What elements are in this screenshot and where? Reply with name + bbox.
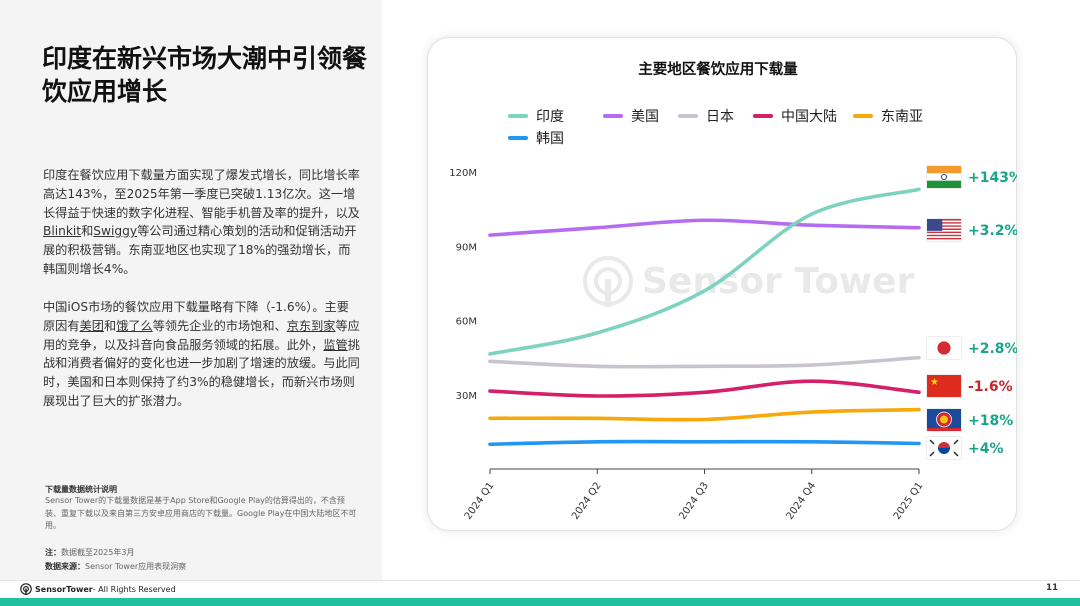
- underlined-term: 京东到家: [286, 318, 336, 333]
- underlined-term: 美团: [79, 318, 104, 333]
- legend-label: 日本: [706, 109, 734, 125]
- note-label: 注：: [45, 548, 61, 557]
- body-paragraph-1: 印度在餐饮应用下载量方面实现了爆发式增长，同比增长率高达143%，至2025年第…: [43, 166, 361, 279]
- underlined-term: Blinkit: [43, 224, 82, 239]
- note-date: 注：数据截至2025年3月: [45, 547, 134, 558]
- source-label: 数据来源：: [45, 562, 85, 571]
- svg-text:★: ★: [930, 377, 939, 388]
- page-title: 印度在新兴市场大潮中引领餐饮应用增长: [42, 44, 368, 106]
- note-value: 数据截至2025年3月: [61, 548, 135, 557]
- underlined-term: 监管: [323, 337, 348, 352]
- x-tick-label: 2024 Q4: [785, 480, 819, 521]
- legend-item: 韩国: [508, 128, 564, 148]
- data-source: 数据来源：Sensor Tower应用表现洞察: [45, 561, 186, 572]
- change-label: -1.6%: [968, 379, 1013, 395]
- series-line: [488, 218, 921, 237]
- sensor-tower-icon: [20, 583, 32, 595]
- paragraph-text: 挑战和消费者偏好的变化也进一步加剧了增速的放缓。与此同时，美国和日本则保持了约3…: [43, 337, 360, 408]
- paragraph-text: 和: [103, 318, 117, 333]
- footer-rights: - All Rights Reserved: [92, 584, 176, 594]
- footer-logo: SensorTower - All Rights Reserved: [20, 582, 176, 596]
- series-line: [488, 379, 921, 398]
- usa-flag-icon: [926, 218, 962, 242]
- change-label: +143%: [968, 170, 1017, 186]
- paragraph-text: 等应用的竞争，以及抖音向食品服务领域的拓展。此外，: [43, 318, 360, 352]
- series-line: [488, 187, 921, 356]
- x-tick-label: 2024 Q1: [463, 480, 497, 521]
- change-label: +18%: [968, 413, 1013, 429]
- japan-flag-icon: [926, 336, 962, 360]
- y-tick-label: 60M: [456, 317, 477, 328]
- series-line: [488, 407, 921, 422]
- legend-item: 美国: [603, 106, 659, 126]
- paragraph-text: 中国iOS市场的餐饮应用下载量略有下降（-1.6%）。主要原因有: [43, 300, 349, 333]
- page-number: 11: [1046, 583, 1058, 593]
- sensor-tower-logo-icon: [583, 256, 633, 307]
- source-value: Sensor Tower应用表现洞察: [85, 562, 187, 571]
- left-panel: [0, 0, 382, 580]
- note-text: Sensor Tower的下载量数据是基于App Store和Google Pl…: [45, 496, 357, 530]
- legend-item: 东南亚: [853, 106, 923, 126]
- china-flag-icon: ★: [926, 374, 962, 398]
- paragraph-text: 和: [81, 224, 94, 239]
- footer-accent-bar: [0, 598, 1080, 606]
- underlined-term: Swiggy: [93, 224, 138, 239]
- series-line: [488, 439, 921, 447]
- y-tick-label: 90M: [456, 242, 477, 253]
- change-label: +3.2%: [968, 223, 1017, 239]
- change-label: +4%: [968, 441, 1004, 457]
- legend-label: 韩国: [536, 131, 564, 147]
- footer-brand: SensorTower: [35, 584, 93, 594]
- korea-flag-icon: [926, 436, 962, 460]
- legend-swatch: [508, 136, 528, 140]
- chart-card: 主要地区餐饮应用下载量 印度 美国 日本 中国大陆 东南亚韩国: [427, 37, 1017, 531]
- legend-swatch: [853, 114, 873, 118]
- legend-label: 美国: [631, 109, 659, 125]
- legend-swatch: [678, 114, 698, 118]
- india-flag-icon: [926, 165, 962, 189]
- paragraph-text: 等领先企业的市场饱和、: [152, 318, 287, 333]
- legend-item: 中国大陆: [753, 106, 837, 126]
- paragraph-text: 等公司通过精心策划的活动和促销活动开展的积极营销。东南亚地区也实现了18%的强劲…: [43, 224, 357, 276]
- x-tick-label: 2025 Q1: [892, 480, 926, 521]
- legend-item: 日本: [678, 106, 734, 126]
- asean-flag-icon: [926, 408, 962, 432]
- note-title: 下载量数据统计说明: [45, 485, 117, 494]
- y-tick-label: 120M: [449, 168, 477, 179]
- line-chart: 30M 60M 90M 120M 2024 Q1 2024 Q2 2024 Q3 2024 Q…: [449, 165, 1017, 522]
- y-tick-label: 30M: [456, 391, 477, 402]
- legend-swatch: [603, 114, 623, 118]
- watermark: Sensor Tower: [582, 255, 914, 307]
- x-tick-label: 2024 Q3: [677, 480, 711, 521]
- x-tick-label: 2024 Q2: [570, 480, 604, 521]
- paragraph-text: 印度在餐饮应用下载量方面实现了爆发式增长，同比增长率高达143%，至2025年第…: [43, 168, 360, 220]
- change-label: +2.8%: [968, 341, 1017, 357]
- chart-title: 主要地区餐饮应用下载量: [638, 62, 798, 78]
- legend-swatch: [508, 114, 528, 118]
- series-line: [488, 355, 921, 369]
- footer-divider: [0, 580, 1080, 581]
- legend-swatch: [753, 114, 773, 118]
- legend-label: 东南亚: [881, 109, 923, 125]
- legend-label: 中国大陆: [781, 109, 837, 125]
- watermark-text: Sensor Tower: [642, 260, 915, 302]
- body-paragraph-2: 中国iOS市场的餐饮应用下载量略有下降（-1.6%）。主要原因有美团和饿了么等领…: [43, 298, 361, 411]
- legend-item: 印度: [508, 106, 564, 126]
- legend-label: 印度: [536, 109, 564, 125]
- underlined-term: 饿了么: [116, 318, 153, 333]
